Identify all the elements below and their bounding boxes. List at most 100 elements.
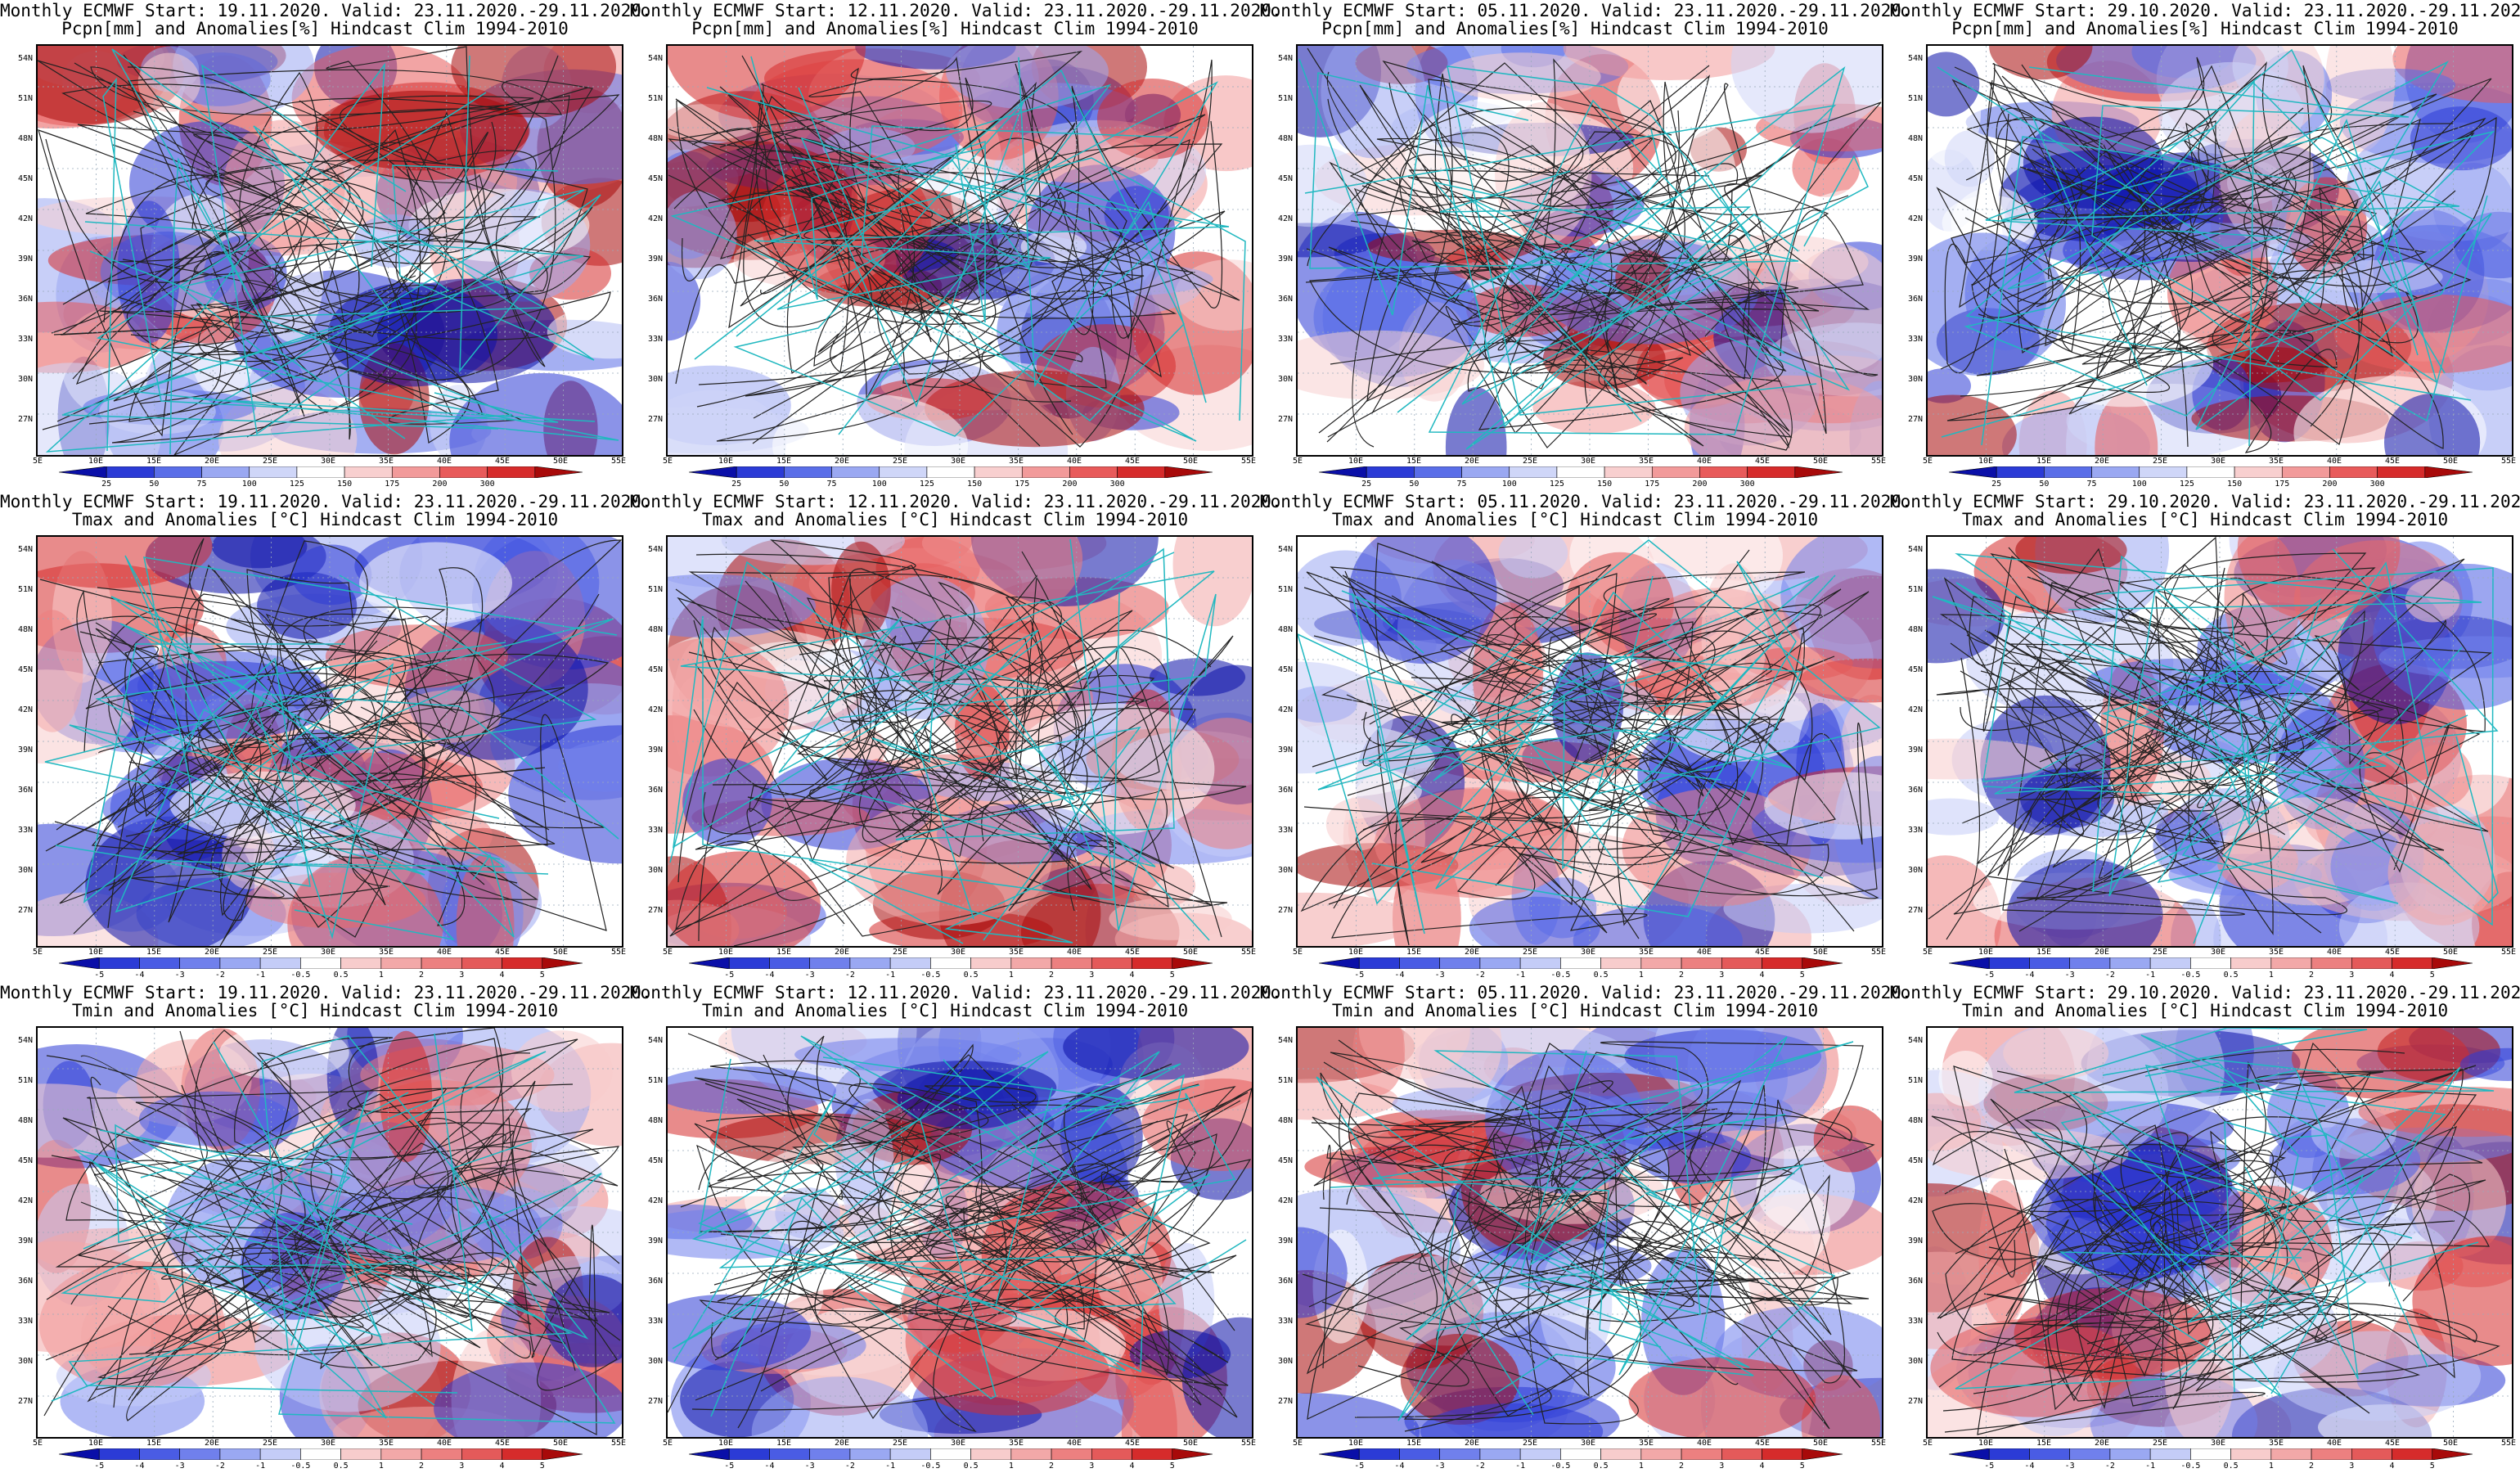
panel-title-line2: Pcpn[mm] and Anomalies[%] Hindcast Clim … (1321, 19, 1829, 38)
lon-label: 25E (262, 948, 278, 957)
colorbar-tick-label: -0.5 (1550, 971, 1571, 980)
colorbar-tick-label: 200 (2322, 480, 2338, 489)
lat-label: 33N (1907, 826, 1923, 835)
coastline (61, 1051, 547, 1303)
contour-line (2006, 552, 2450, 873)
contour-line (719, 128, 1143, 448)
lon-label: 30E (320, 457, 336, 466)
anomaly-region (1298, 1393, 1420, 1437)
lat-label: 51N (647, 585, 663, 594)
colorbar-swatch (2029, 957, 2070, 969)
lon-label: 35E (1008, 1439, 1024, 1448)
colorbar-tick-label: -1 (255, 971, 266, 980)
colorbar-tick-label: 200 (1692, 480, 1708, 489)
colorbar-tick-label: 50 (1409, 480, 1420, 489)
coastline (808, 759, 1095, 944)
colorbar-tick-label: -0.5 (2180, 971, 2201, 980)
colorbar-tick-label: 75 (826, 480, 837, 489)
lat-label: 30N (1907, 1357, 1923, 1366)
contour-line (93, 1084, 481, 1367)
lat-label: 39N (647, 746, 663, 755)
lon-label: 55E (2500, 457, 2517, 466)
colorbar-tick-label: 5 (2429, 971, 2435, 980)
panel-title-line2: Tmin and Anomalies [°C] Hindcast Clim 19… (1331, 1001, 1819, 1020)
lat-label: 45N (1277, 174, 1293, 183)
colorbar-tick-label: 75 (1456, 480, 1467, 489)
colorbar-swatch (1414, 466, 1462, 478)
colorbar-tick-label: -2 (2104, 1462, 2115, 1471)
colorbar-tick-label: 4 (499, 1462, 505, 1471)
lat-label: 27N (1277, 415, 1293, 424)
lat-label: 51N (647, 1076, 663, 1085)
contour-line (1938, 1130, 2486, 1388)
lat-label: 39N (17, 746, 33, 755)
coastline (69, 555, 500, 876)
colorbar-tick-label: -0.5 (290, 971, 311, 980)
anomaly-region (1928, 798, 2000, 836)
lon-label: 40E (1696, 1439, 1712, 1448)
coastline (2193, 598, 2322, 944)
colorbar-tick-label: -4 (1394, 1462, 1405, 1471)
colorbar-tick-label: 150 (1597, 480, 1613, 489)
colorbar-tick-label: 0.5 (333, 1462, 349, 1471)
lon-label: 45E (2384, 457, 2401, 466)
lat-label: 45N (647, 665, 663, 674)
lat-label: 45N (1277, 1156, 1293, 1165)
lon-label: 40E (436, 1439, 452, 1448)
anomaly-region (668, 574, 816, 638)
anomaly-region (1321, 46, 1425, 159)
lat-label: 30N (647, 866, 663, 875)
lat-label: 39N (1277, 746, 1293, 755)
lat-label: 48N (1277, 134, 1293, 143)
lon-label: 20E (834, 948, 850, 957)
colorbar-swatch (1461, 466, 1510, 478)
colorbar-tick-label: 3 (2349, 1462, 2355, 1471)
lon-label: 40E (436, 948, 452, 957)
coastline (736, 69, 1185, 421)
contour-line (698, 1083, 1229, 1406)
contour-line (1966, 634, 2360, 809)
anomaly-region (2003, 1028, 2109, 1080)
colorbar-tick-label: 175 (1645, 480, 1660, 489)
lat-label: 36N (1277, 1277, 1293, 1286)
colorbar-swatch (2234, 466, 2283, 478)
colorbar-tick-label: 3 (1719, 971, 1725, 980)
colorbar-swatch (1519, 1448, 1561, 1460)
anomaly-region (1780, 537, 1882, 669)
colorbar-tick-label: 125 (2179, 480, 2194, 489)
lat-label: 33N (17, 1317, 33, 1326)
colorbar-tick-label: -3 (1434, 971, 1445, 980)
coastline (2031, 1062, 2413, 1330)
colorbar-tick-label: 100 (1501, 480, 1517, 489)
lat-label: 45N (17, 665, 33, 674)
contour-line (128, 1038, 618, 1391)
anomaly-map (1926, 44, 2513, 457)
panel-title-line2: Tmin and Anomalies [°C] Hindcast Clim 19… (71, 1001, 559, 1020)
contour-line (46, 1029, 538, 1352)
colorbar-swatch (1794, 466, 1843, 478)
lon-label: 45E (494, 948, 511, 957)
coastline (1937, 66, 2438, 386)
anomaly-region (1109, 897, 1232, 940)
contour-line (687, 1033, 1252, 1433)
panel-title-line1: Monthly ECMWF Start: 12.11.2020. Valid: … (630, 492, 1282, 511)
coastline (698, 538, 1217, 931)
coastline (1964, 80, 2413, 447)
colorbar-tick-label: -0.5 (1550, 1462, 1571, 1471)
anomaly-region (38, 1083, 150, 1158)
contour-line (712, 646, 1222, 938)
lon-label: 50E (552, 1439, 569, 1448)
colorbar-swatch (1747, 466, 1796, 478)
coastline (672, 1051, 1181, 1349)
coastline (1316, 1076, 1754, 1416)
colorbar-tick-label: 3 (459, 1462, 465, 1471)
coastline (1317, 575, 1824, 879)
anomaly-region (1498, 537, 1568, 579)
panel-title-line1: Monthly ECMWF Start: 29.10.2020. Valid: … (1890, 492, 2520, 511)
colorbar-tick-label: 2 (1679, 971, 1685, 980)
anomaly-map (1296, 44, 1883, 457)
panel-title-line2: Pcpn[mm] and Anomalies[%] Hindcast Clim … (1951, 19, 2459, 38)
lat-label: 33N (17, 335, 33, 344)
panel-title-line1: Monthly ECMWF Start: 29.10.2020. Valid: … (1890, 1, 2520, 20)
colorbar-swatch (106, 466, 155, 478)
